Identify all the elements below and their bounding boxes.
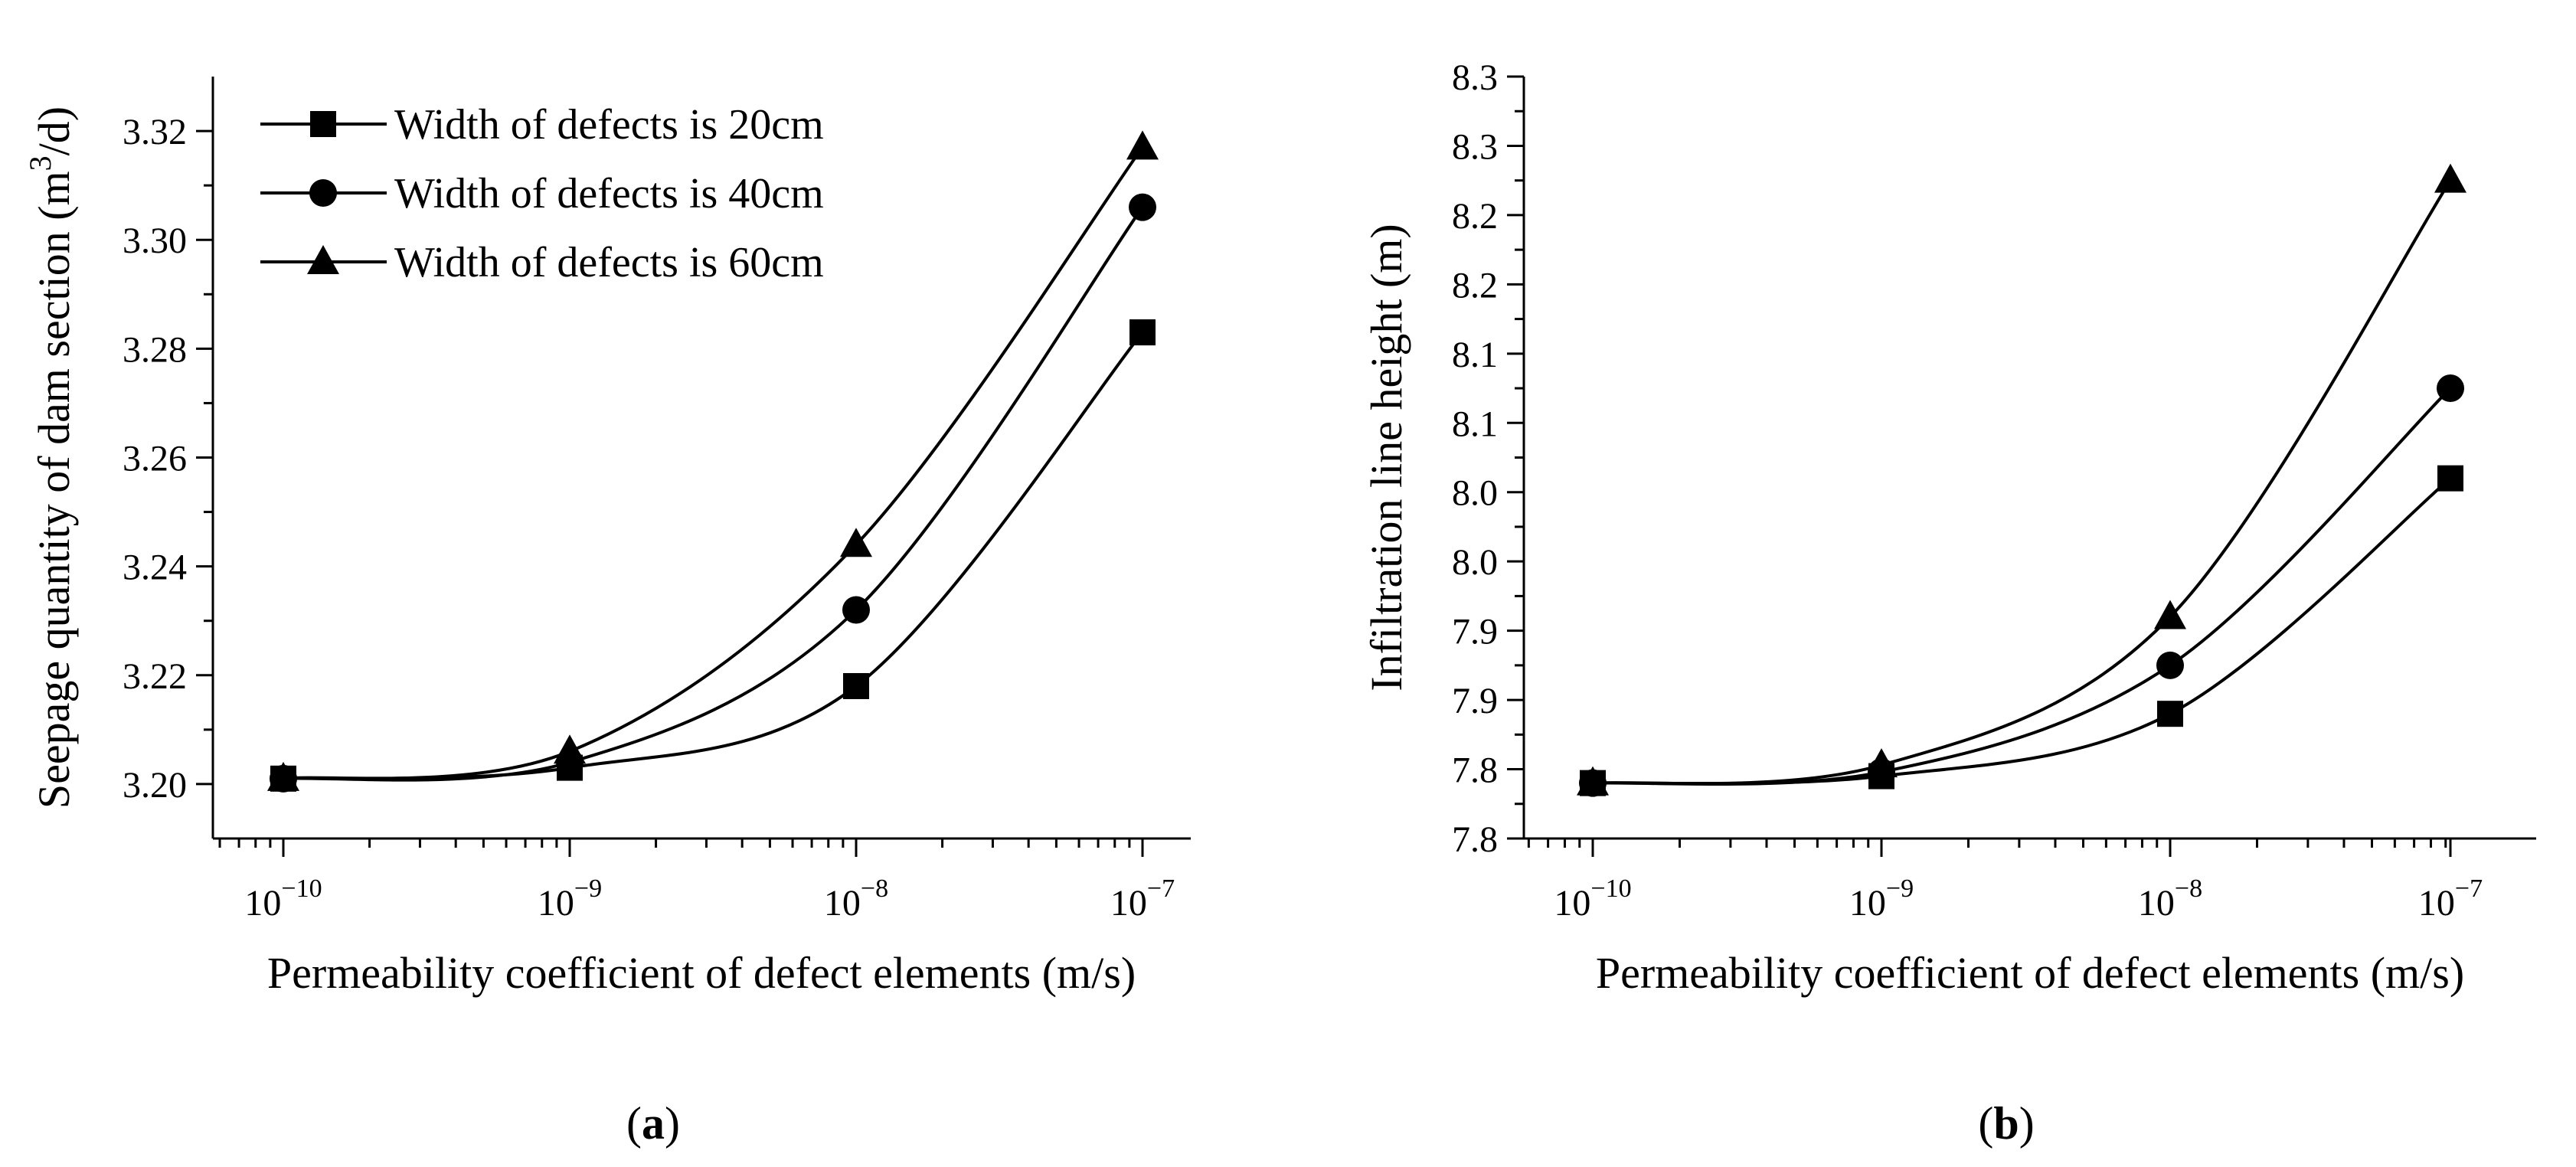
x-tick-exponent: −9 bbox=[1886, 874, 1914, 903]
data-point-circle bbox=[842, 596, 870, 624]
data-point-circle bbox=[2437, 374, 2464, 403]
y-axis-title-main: Infiltration line height (m) bbox=[1362, 224, 1411, 691]
y-axis-title-main: Seepage quantity of dam section (m bbox=[29, 171, 79, 809]
x-tick-base: 10 bbox=[1110, 883, 1147, 923]
x-tick-label: 10−8 bbox=[824, 874, 888, 923]
series-line-circle bbox=[1592, 387, 2452, 786]
y-tick-label: 3.26 bbox=[123, 439, 187, 479]
x-tick-label: 10−9 bbox=[538, 874, 602, 923]
y-tick-label: 3.32 bbox=[123, 112, 187, 152]
y-tick-label: 8.2 bbox=[1452, 196, 1498, 237]
x-axis-title: Permeability coefficient of defect eleme… bbox=[267, 948, 1136, 998]
y-tick-label: 7.9 bbox=[1452, 612, 1498, 652]
data-point-circle bbox=[2156, 651, 2184, 679]
legend-label: Width of defects is 40cm bbox=[394, 170, 824, 217]
x-tick-exponent: −10 bbox=[1590, 874, 1631, 903]
y-axis-title: Infiltration line height (m) bbox=[1362, 224, 1411, 691]
y-axis-title-superscript: 3 bbox=[23, 155, 57, 171]
x-tick-label: 10−9 bbox=[1849, 874, 1914, 923]
data-point-square bbox=[2157, 701, 2183, 727]
y-axis-title-unit: /d) bbox=[29, 106, 79, 155]
data-point-triangle bbox=[1577, 766, 1609, 796]
legend-label: Width of defects is 20cm bbox=[394, 101, 824, 149]
x-tick-exponent: −10 bbox=[281, 874, 322, 903]
caption-letter: b bbox=[1993, 1098, 2019, 1149]
data-point-triangle bbox=[2434, 163, 2466, 193]
y-tick-label: 8.3 bbox=[1452, 126, 1498, 167]
series-line-triangle bbox=[283, 146, 1144, 780]
y-tick-label: 7.8 bbox=[1452, 819, 1498, 860]
y-tick-label: 8.1 bbox=[1452, 404, 1498, 444]
y-tick-label: 8.2 bbox=[1452, 265, 1498, 306]
y-tick-label: 3.20 bbox=[123, 765, 187, 806]
series-line-circle bbox=[283, 206, 1144, 782]
data-point-square bbox=[843, 673, 869, 699]
data-point-triangle bbox=[1126, 130, 1159, 160]
x-tick-label: 10−10 bbox=[1554, 874, 1631, 923]
x-tick-base: 10 bbox=[1554, 883, 1590, 923]
x-tick-exponent: −7 bbox=[1147, 874, 1175, 903]
x-tick-label: 10−7 bbox=[2418, 874, 2483, 923]
legend-marker-triangle bbox=[307, 245, 339, 274]
y-tick-label: 7.8 bbox=[1452, 750, 1498, 791]
y-tick-label: 8.0 bbox=[1452, 542, 1498, 583]
x-tick-base: 10 bbox=[2418, 883, 2455, 923]
data-point-triangle bbox=[2154, 600, 2186, 629]
y-tick-label: 3.28 bbox=[123, 329, 187, 370]
panel-caption: (b) bbox=[1978, 1098, 2034, 1149]
x-tick-label: 10−8 bbox=[2138, 874, 2202, 923]
y-axis-title: Seepage quantity of dam section (m3/d) bbox=[23, 106, 79, 809]
x-tick-base: 10 bbox=[824, 883, 861, 923]
chart-panel-b: 7.87.87.97.98.08.08.18.18.28.28.38.310−1… bbox=[1362, 57, 2536, 1149]
caption-close: ) bbox=[2019, 1098, 2035, 1149]
x-tick-exponent: −8 bbox=[861, 874, 888, 903]
x-tick-base: 10 bbox=[1849, 883, 1886, 923]
data-point-square bbox=[2437, 465, 2463, 492]
data-point-circle bbox=[1129, 193, 1156, 221]
y-tick-label: 8.1 bbox=[1452, 335, 1498, 375]
x-tick-exponent: −7 bbox=[2455, 874, 2483, 903]
series-line-triangle bbox=[1592, 179, 2452, 786]
x-tick-base: 10 bbox=[244, 883, 281, 923]
x-axis-title: Permeability coefficient of defect eleme… bbox=[1596, 948, 2464, 998]
legend-marker-square bbox=[310, 111, 336, 137]
caption-open: ( bbox=[626, 1098, 642, 1149]
x-tick-exponent: −9 bbox=[574, 874, 602, 903]
y-tick-label: 3.30 bbox=[123, 221, 187, 261]
data-point-triangle bbox=[267, 761, 299, 791]
legend-marker-circle bbox=[309, 179, 337, 207]
data-point-triangle bbox=[554, 734, 586, 764]
y-tick-label: 3.24 bbox=[123, 548, 187, 588]
panel-caption: (a) bbox=[626, 1098, 680, 1149]
y-tick-label: 8.3 bbox=[1452, 57, 1498, 98]
x-tick-base: 10 bbox=[538, 883, 574, 923]
caption-letter: a bbox=[642, 1098, 665, 1149]
y-tick-label: 3.22 bbox=[123, 656, 187, 697]
y-tick-label: 7.9 bbox=[1452, 681, 1498, 721]
caption-open: ( bbox=[1978, 1098, 1993, 1149]
legend-label: Width of defects is 60cm bbox=[394, 239, 824, 286]
x-tick-label: 10−7 bbox=[1110, 874, 1175, 923]
x-tick-base: 10 bbox=[2138, 883, 2175, 923]
data-point-triangle bbox=[1865, 748, 1898, 778]
caption-close: ) bbox=[665, 1098, 680, 1149]
data-point-square bbox=[1129, 319, 1156, 346]
y-tick-label: 8.0 bbox=[1452, 473, 1498, 514]
x-tick-exponent: −8 bbox=[2175, 874, 2202, 903]
x-tick-label: 10−10 bbox=[244, 874, 322, 923]
data-point-triangle bbox=[840, 528, 872, 557]
